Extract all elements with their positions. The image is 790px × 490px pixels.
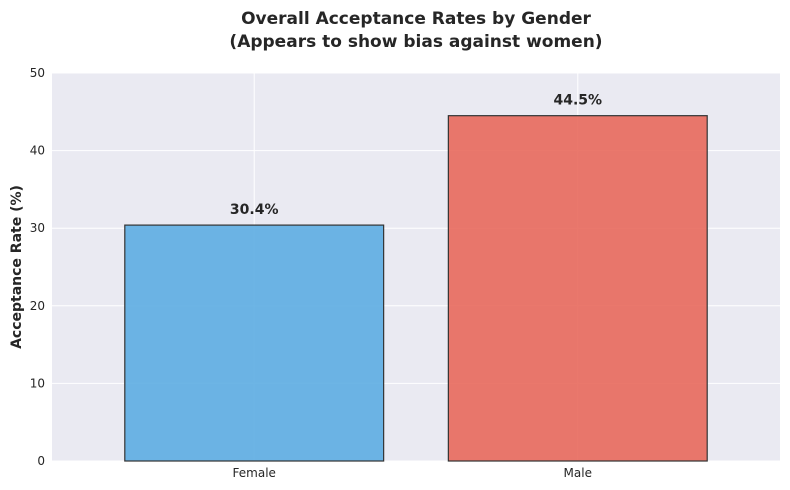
y-axis-ticks: 0 10 20 30 40 50 [30,66,45,468]
y-tick-label: 40 [30,144,45,158]
data-label-female: 30.4% [230,202,279,218]
data-labels: 30.4% 44.5% [230,93,602,218]
x-tick-label: Male [564,466,592,480]
y-tick-label: 30 [30,221,45,235]
y-axis-label: Acceptance Rate (%) [9,185,25,349]
chart-title: Overall Acceptance Rates by Gender [241,9,591,29]
data-label-male: 44.5% [553,93,602,109]
bar-female [124,224,385,462]
y-tick-label: 20 [30,299,45,313]
chart-subtitle: (Appears to show bias against women) [229,32,602,52]
bars [124,115,708,462]
y-tick-label: 10 [30,376,45,390]
x-axis-ticks: Female Male [233,466,592,480]
x-tick-label: Female [233,466,276,480]
y-tick-label: 0 [37,454,45,468]
bar-male [447,115,708,462]
y-tick-label: 50 [30,66,45,80]
